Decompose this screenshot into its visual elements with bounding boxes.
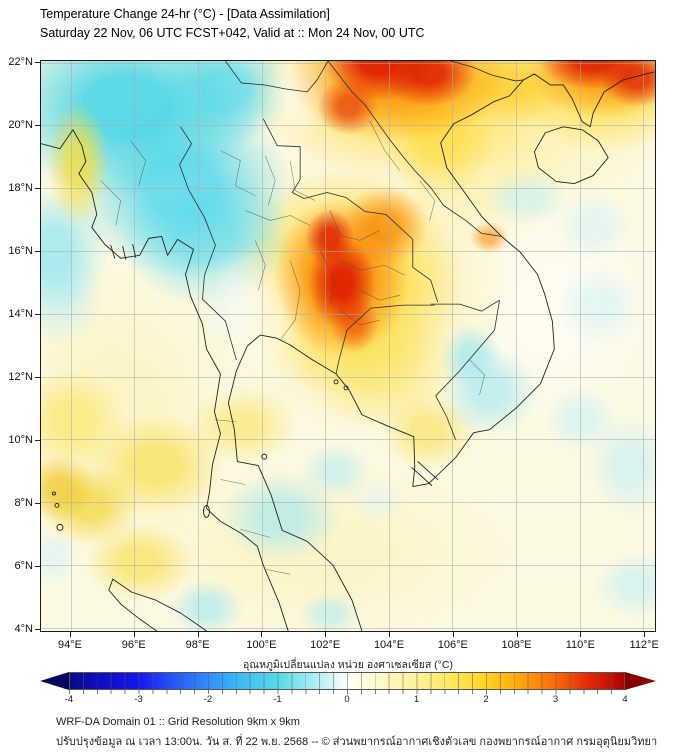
gridline-horizontal <box>41 251 655 252</box>
x-axis-tick <box>69 632 71 637</box>
colorbar-tick-label: 1 <box>413 694 420 705</box>
gridline-horizontal <box>41 439 655 441</box>
x-axis-tick <box>388 632 390 637</box>
y-axis-tick-label: 12°N <box>8 370 33 383</box>
y-axis-tick-label: 16°N <box>8 244 33 257</box>
page-subtitle: Saturday 22 Nov, 06 UTC FCST+042, Valid … <box>40 26 425 40</box>
footer-domain-info: WRF-DA Domain 01 :: Grid Resolution 9km … <box>56 716 300 728</box>
gridline-vertical <box>643 61 645 631</box>
gridline-vertical <box>516 61 518 631</box>
gridline-vertical <box>70 61 72 631</box>
colorbar-tick-label: -1 <box>273 694 282 705</box>
gridline-vertical <box>134 61 136 631</box>
colorbar-tick-label: 4 <box>622 694 628 705</box>
gridline-vertical <box>388 61 390 631</box>
gridline-horizontal <box>41 502 655 504</box>
y-axis-tick-label: 18°N <box>8 181 33 194</box>
gridline-horizontal <box>41 62 655 64</box>
colorbar <box>40 672 656 694</box>
colorbar-left-arrow <box>40 672 69 690</box>
gridline-horizontal <box>41 125 655 127</box>
gridline-vertical <box>198 61 200 631</box>
national-border-paths <box>179 61 524 440</box>
x-axis-tick-label: 98°E <box>185 639 210 651</box>
x-axis-tick-label: 94°E <box>57 639 82 651</box>
gridline-vertical <box>325 61 327 631</box>
temperature-field <box>41 61 655 631</box>
y-axis-tick-label: 10°N <box>8 433 33 446</box>
gridline-horizontal <box>41 627 655 629</box>
x-axis-tick-label: 112°E <box>629 639 659 651</box>
x-axis-tick <box>580 632 582 637</box>
x-axis-tick-label: 106°E <box>437 639 468 651</box>
x-axis-tick-label: 110°E <box>565 639 596 651</box>
colorbar-minor-ticks <box>69 690 625 694</box>
colorbar-tick-label: 3 <box>552 694 559 705</box>
gridline-horizontal <box>41 376 655 378</box>
gridline-vertical <box>452 61 454 631</box>
x-axis-tick-label: 102°E <box>310 639 341 651</box>
page-title: Temperature Change 24-hr (°C) - [Data As… <box>40 7 330 21</box>
x-axis-tick <box>133 632 135 637</box>
gridlines-layer <box>41 61 655 631</box>
colorbar-tick-label: 0 <box>344 694 350 705</box>
gridline-horizontal <box>41 188 655 190</box>
coastline-paths <box>41 71 655 631</box>
y-axis-tick-label: 4°N <box>14 622 33 635</box>
y-axis-tick-label: 22°N <box>8 55 33 68</box>
x-axis-tick <box>516 632 518 637</box>
x-axis-tick <box>325 632 327 637</box>
colorbar-tick-label: -3 <box>134 694 143 705</box>
y-axis-tick-label: 8°N <box>14 496 33 509</box>
colorbar-segment-separators <box>69 672 625 690</box>
x-axis-tick-label: 108°E <box>501 639 532 651</box>
y-axis-tick-label: 14°N <box>8 307 33 320</box>
colorbar-tick-label: -2 <box>203 694 213 705</box>
x-axis-tick <box>452 632 454 637</box>
footer-update-info: ปรับปรุงข้อมูล ณ เวลา 13:00น. วัน ส. ที่… <box>56 736 658 748</box>
colorbar-tick-label: -4 <box>64 694 74 705</box>
x-axis-tick-label: 96°E <box>121 639 146 651</box>
colorbar-right-arrow <box>625 672 656 690</box>
colorbar-tick-label: 2 <box>483 694 489 705</box>
gridline-vertical <box>261 61 263 631</box>
x-axis-tick <box>261 632 263 637</box>
colorbar-label: อุณหภูมิเปลี่ยนแปลง หน่วย องศาเซลเซียส (… <box>243 659 453 671</box>
y-axis-tick-label: 6°N <box>14 559 33 572</box>
x-axis-tick-label: 100°E <box>246 639 277 651</box>
y-axis-tick-label: 20°N <box>8 118 33 131</box>
x-axis-tick-label: 104°E <box>373 639 405 651</box>
coastlines-borders-svg <box>41 61 655 631</box>
province-border-paths <box>100 120 485 575</box>
x-axis-tick <box>197 632 199 637</box>
x-axis-tick <box>644 632 646 637</box>
gridline-horizontal <box>41 313 655 315</box>
map-plot-area <box>40 60 656 632</box>
gridline-vertical <box>579 61 581 631</box>
gridline-horizontal <box>41 565 655 567</box>
